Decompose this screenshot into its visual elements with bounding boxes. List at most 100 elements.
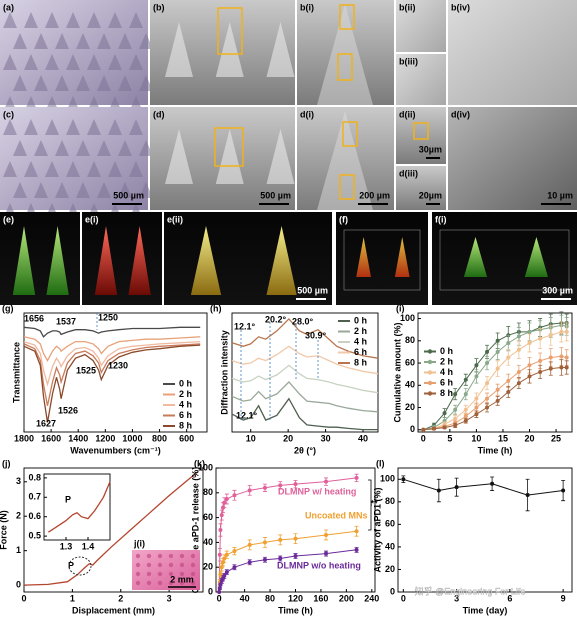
series-label: DLMNP w/o heating <box>277 560 361 570</box>
needle-dot <box>190 562 196 568</box>
microneedle <box>55 75 69 91</box>
data-point <box>463 414 468 419</box>
highlight-box <box>214 127 244 167</box>
data-point <box>442 411 447 416</box>
data-point <box>324 479 329 484</box>
microneedle <box>34 140 48 156</box>
data-point <box>354 529 359 534</box>
holder <box>343 229 421 291</box>
scale-bar-label: 2 mm <box>170 574 194 584</box>
panel-label: f(i) <box>435 214 447 224</box>
data-point <box>232 565 237 570</box>
data-point <box>495 398 500 403</box>
x-tick-label: 25 <box>551 433 561 443</box>
legend-label: 2 h <box>354 326 367 336</box>
y-tick-label: 1 <box>16 545 21 555</box>
microneedle <box>3 119 17 135</box>
microneedle <box>13 33 27 49</box>
x-tick-label: 1.4 <box>82 541 95 551</box>
plot-frame <box>397 467 573 593</box>
panel-label: d(i) <box>300 109 314 119</box>
microneedle <box>108 12 122 28</box>
x-tick-label: 40 <box>240 593 250 603</box>
data-point <box>538 358 543 363</box>
needle-dot <box>168 553 174 559</box>
data-point <box>463 418 468 423</box>
microneedle <box>139 182 153 198</box>
data-point <box>220 505 225 510</box>
data-point <box>527 374 532 379</box>
y-axis-label: Transmittance <box>11 342 21 403</box>
scale-bar-label: 20µm <box>419 190 442 200</box>
x-tick-label: 240 <box>364 593 379 603</box>
data-point <box>224 570 229 575</box>
data-point <box>453 423 458 428</box>
microneedle <box>76 33 90 49</box>
y-axis-label: Cumulative aPD-1 release (%) <box>190 467 200 594</box>
y-tick-label: 60 <box>405 357 415 367</box>
panel-label: (i) <box>396 303 405 313</box>
data-point <box>463 392 468 397</box>
needle-dot <box>168 571 174 577</box>
data-point <box>219 513 224 518</box>
micrograph <box>336 212 428 305</box>
annotation: 1526 <box>58 405 78 415</box>
data-point <box>247 542 252 547</box>
microneedle <box>266 22 295 77</box>
y-tick-label: 100 <box>198 462 213 472</box>
microneedle <box>87 161 101 177</box>
data-point <box>278 483 283 488</box>
fluorescent-needle <box>94 226 118 295</box>
microneedle <box>317 111 373 210</box>
scale-bar-label: 500 µm <box>297 285 328 295</box>
scale-bar-label: 200 µm <box>359 190 390 200</box>
photo-inset <box>132 550 200 590</box>
data-point <box>490 481 495 486</box>
needle-dot <box>157 571 163 577</box>
microneedle <box>165 22 193 77</box>
x-tick-label: 160 <box>313 593 328 603</box>
legend-label: 6 h <box>179 410 192 420</box>
microneedle <box>129 54 143 70</box>
microneedle <box>87 12 101 28</box>
x-tick-label: 20 <box>283 433 293 443</box>
y-tick-label: 0.5 <box>28 530 41 540</box>
data-line <box>231 397 378 431</box>
x-tick-label: 3 <box>167 593 172 603</box>
micrograph <box>448 0 577 105</box>
needle-dot <box>146 562 152 568</box>
x-tick-label: 10 <box>246 433 256 443</box>
microneedle <box>118 33 132 49</box>
fluorescent-needle <box>128 226 151 295</box>
annotation: 20.2° <box>265 314 287 324</box>
data-point <box>454 485 459 490</box>
data-point <box>516 334 521 339</box>
scale-bar-label: 30µm <box>419 144 442 154</box>
data-point <box>421 427 426 432</box>
legend-label: 2 h <box>440 356 453 366</box>
panel-label: (b) <box>153 2 165 12</box>
annotation: ** <box>370 498 378 508</box>
microneedle <box>34 33 48 49</box>
microneedle <box>118 75 132 91</box>
annotation: 30.9° <box>305 330 327 340</box>
panel-label: (g) <box>2 303 14 313</box>
data-point <box>453 407 458 412</box>
data-point <box>217 552 222 557</box>
legend-label: 6 h <box>440 377 453 387</box>
panel-label: (f) <box>339 214 348 224</box>
data-point <box>559 329 564 334</box>
needle-dot <box>190 580 196 586</box>
needle-dot <box>190 571 196 577</box>
x-tick-label: 80 <box>265 593 275 603</box>
data-point <box>247 488 252 493</box>
y-tick-label: 0 <box>16 579 21 589</box>
x-tick-label: 600 <box>179 433 194 443</box>
data-point <box>293 482 298 487</box>
data-point <box>559 365 564 370</box>
microneedle <box>13 75 27 91</box>
microneedle <box>108 161 122 177</box>
watermark: 知乎 @Engineering For Life <box>415 585 526 596</box>
data-point <box>474 405 479 410</box>
scale-bar-label: 500 µm <box>260 190 291 200</box>
